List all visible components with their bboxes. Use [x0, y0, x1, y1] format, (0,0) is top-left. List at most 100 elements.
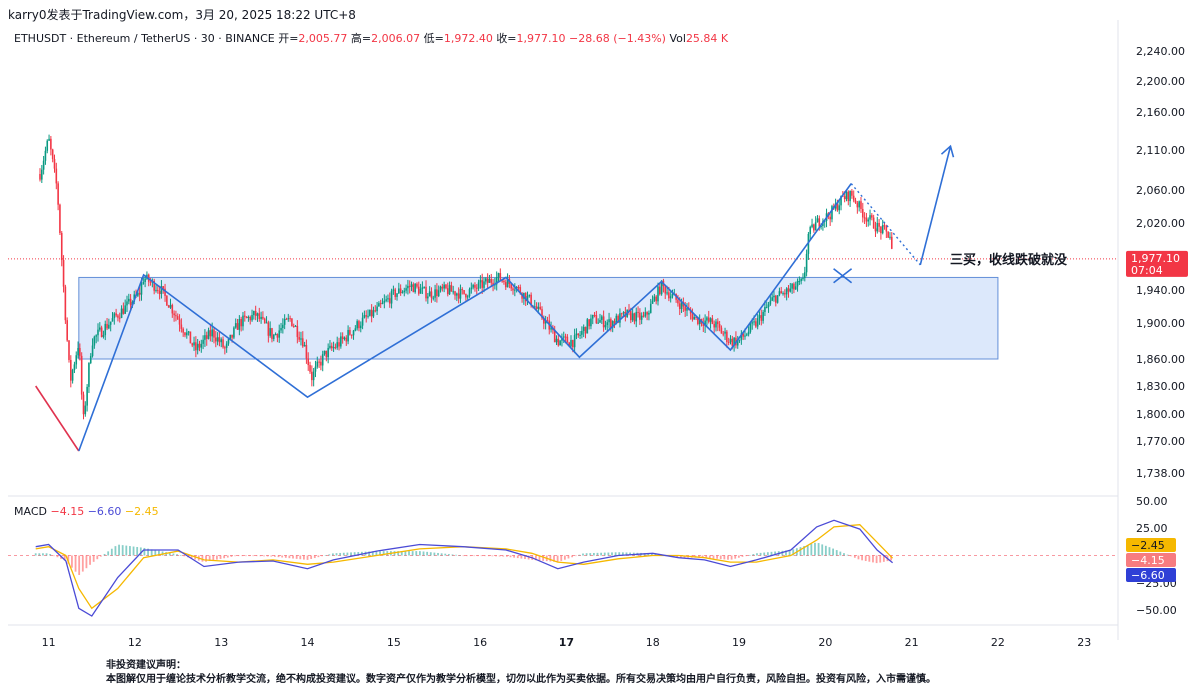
candle-body [459, 289, 462, 299]
candle-body [320, 361, 322, 366]
candle-body [171, 304, 174, 314]
candle-body [220, 339, 223, 343]
candle-body [108, 324, 110, 329]
macd-histogram-bar [480, 555, 483, 557]
macd-histogram-bar [241, 555, 244, 557]
macd-histogram-bar [89, 555, 91, 565]
candle-body [205, 335, 208, 339]
close-value: 1,977.10 [516, 32, 566, 45]
candle-body [437, 290, 440, 297]
candle-body [327, 347, 329, 358]
candle-body [678, 303, 681, 310]
macd-line-value: −6.60 [87, 505, 122, 518]
candle-body [287, 318, 290, 320]
candle-body [231, 334, 233, 338]
candle-body [776, 295, 779, 303]
candle-body [358, 321, 360, 329]
macd-histogram-bar [766, 552, 769, 556]
macd-histogram-bar [303, 555, 305, 560]
candle-body [537, 306, 540, 309]
macd-histogram-bar [42, 553, 44, 556]
macd-histogram-bar [317, 555, 320, 558]
candle-body [445, 284, 447, 289]
macd-histogram-bar [850, 555, 853, 557]
candle-body [595, 315, 598, 324]
lead-in-line [35, 385, 80, 452]
macd-histogram-bar [190, 555, 193, 559]
candle-body [423, 286, 426, 288]
macd-histogram-bar [328, 554, 331, 556]
macd-histogram-bar [763, 552, 766, 556]
candle-body [390, 290, 393, 304]
candle-body [787, 288, 790, 292]
candle-body [653, 296, 656, 301]
candle-body [885, 226, 888, 232]
target-arrow-line [919, 146, 952, 266]
macd-histogram-bar [212, 555, 215, 561]
macd-histogram-bar [828, 547, 831, 556]
candle-body [122, 308, 125, 314]
macd-histogram-bar [592, 552, 595, 556]
candle-body [64, 286, 67, 321]
candle-body [329, 345, 331, 348]
candle-body [195, 342, 197, 351]
macd-main-line [35, 519, 894, 617]
macd-histogram-bar [136, 546, 139, 556]
candle-body [620, 313, 623, 315]
macd-histogram-bar [574, 555, 577, 557]
macd-histogram-bar [219, 555, 222, 559]
macd-legend[interactable]: MACD −4.15 −6.60 −2.45 [14, 505, 159, 518]
candle-body [258, 313, 261, 319]
candle-body [878, 222, 880, 227]
time-tick-label: 15 [387, 636, 401, 649]
high-label: 高= [350, 32, 372, 45]
candle-body [572, 340, 574, 348]
candle-body [751, 322, 754, 324]
candle-body [615, 315, 618, 324]
candle-body [419, 288, 422, 294]
candle-body [785, 288, 788, 295]
macd-histogram-bar [502, 555, 505, 557]
candle-body [602, 316, 605, 328]
macd-histogram-bar [799, 547, 802, 556]
symbol-name[interactable]: ETHUSDT · Ethereum / TetherUS · 30 · BIN… [14, 32, 275, 45]
macd-histogram-bar [74, 555, 77, 572]
candle-body [642, 315, 645, 317]
candle-body [396, 293, 398, 297]
macd-histogram-bar [429, 552, 432, 556]
candle-body [345, 337, 348, 342]
candle-body [309, 365, 311, 372]
candle-body [854, 200, 857, 203]
candle-body [655, 296, 657, 302]
candle-body [314, 366, 317, 372]
candle-body [446, 288, 449, 295]
macd-histogram-bar [585, 553, 588, 556]
candle-body [370, 309, 373, 317]
candle-body [394, 289, 397, 297]
candle-body [648, 312, 650, 315]
candle-body [347, 329, 349, 342]
macd-histogram-bar [100, 555, 102, 557]
candle-body [115, 313, 117, 316]
candle-body [82, 394, 85, 415]
candle-body [298, 337, 300, 340]
candle-body [564, 336, 567, 338]
candle-body [77, 348, 79, 356]
candle-body [742, 333, 744, 337]
macd-histogram-bar [107, 551, 110, 556]
price-tick-label: 2,060.00 [1136, 184, 1185, 197]
macd-histogram-bar [509, 555, 512, 558]
macd-histogram-bar [52, 555, 55, 557]
time-tick-label: 20 [818, 636, 832, 649]
candle-body [541, 309, 543, 319]
macd-histogram-bar [817, 543, 820, 556]
candle-body [318, 361, 320, 363]
time-tick-label: 17 [559, 636, 574, 649]
macd-histogram-bar [422, 551, 425, 556]
countdown-value: 07:04 [1131, 264, 1163, 277]
time-tick-label: 16 [473, 636, 487, 649]
candle-body [588, 319, 590, 327]
candle-body [706, 317, 708, 321]
macd-histogram-bar [806, 544, 809, 556]
